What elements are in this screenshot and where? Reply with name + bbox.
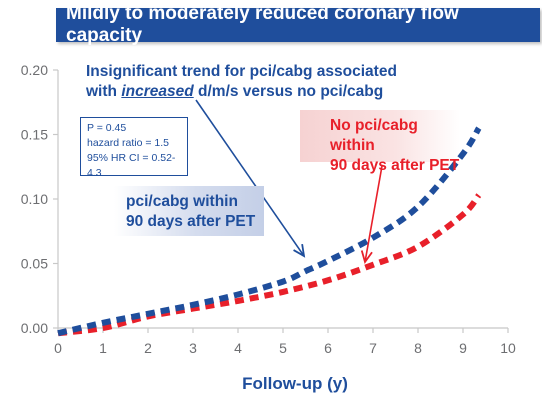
y-tick-label: 0.10 — [21, 191, 48, 207]
label-pci-line2: 90 days after PET — [126, 213, 256, 230]
x-tick-label: 10 — [500, 340, 516, 356]
trend-annotation-line2: with increased d/m/s versus no pci/cabg — [86, 82, 416, 102]
x-tick-label: 3 — [189, 340, 197, 356]
x-tick-label: 6 — [324, 340, 332, 356]
series-line — [57, 126, 482, 337]
trend-annotation-emphasis: increased — [121, 83, 194, 100]
label-no-pci-line1: No pci/cabg within — [330, 117, 418, 154]
chart-title-text: Mildly to moderately reduced coronary fl… — [66, 3, 459, 46]
axes: 0.00 0.05 0.10 0.15 0.20 0 1 2 3 4 5 6 7 8 9 10 — [21, 62, 516, 356]
label-no-pci-cabg: No pci/cabg within 90 days after PET — [300, 110, 460, 174]
chart-title: Mildly to moderately reduced coronary fl… — [56, 3, 540, 46]
label-pci-cabg: pci/cabg within 90 days after PET — [114, 186, 264, 236]
x-tick-label: 4 — [234, 340, 242, 356]
x-axis-label: Follow-up (y) — [242, 374, 348, 393]
trend-annotation-prefix: with — [86, 83, 122, 100]
y-tick-label: 0.00 — [21, 320, 48, 336]
trend-annotation-suffix: d/m/s versus no pci/cabg — [193, 83, 384, 100]
series-lines — [57, 126, 482, 337]
stats-p-value: P = 0.45 — [87, 122, 127, 134]
trend-annotation: Insignificant trend for pci/cabg associa… — [86, 62, 416, 102]
arrow-to-pci-line-shaft — [195, 99, 305, 257]
label-pci-line1: pci/cabg within — [126, 193, 238, 210]
stats-hazard-ratio: hazard ratio = 1.5 — [87, 137, 170, 149]
label-no-pci-line2: 90 days after PET — [330, 157, 460, 174]
arrow-to-pci-line-head — [293, 244, 306, 258]
x-tick-label: 7 — [369, 340, 377, 356]
annotation-arrows — [195, 99, 383, 265]
y-tick-label: 0.05 — [21, 256, 48, 272]
x-tick-label: 2 — [144, 340, 152, 356]
y-tick-label: 0.15 — [21, 127, 48, 143]
arrow-to-no-pci-line-shaft — [364, 165, 383, 263]
x-tick-label: 1 — [99, 340, 107, 356]
y-tick-label: 0.20 — [21, 62, 48, 78]
x-tick-label: 0 — [54, 340, 62, 356]
stats-confidence-interval: 95% HR CI = 0.52-4.3 — [87, 152, 176, 179]
x-tick-label: 5 — [279, 340, 287, 356]
x-tick-label: 8 — [414, 340, 422, 356]
trend-annotation-line1: Insignificant trend for pci/cabg associa… — [86, 63, 397, 80]
stats-box: P = 0.45 hazard ratio = 1.5 95% HR CI = … — [80, 117, 188, 179]
series-line — [57, 193, 482, 337]
arrow-to-no-pci-line-head — [360, 250, 373, 265]
x-tick-label: 9 — [459, 340, 467, 356]
